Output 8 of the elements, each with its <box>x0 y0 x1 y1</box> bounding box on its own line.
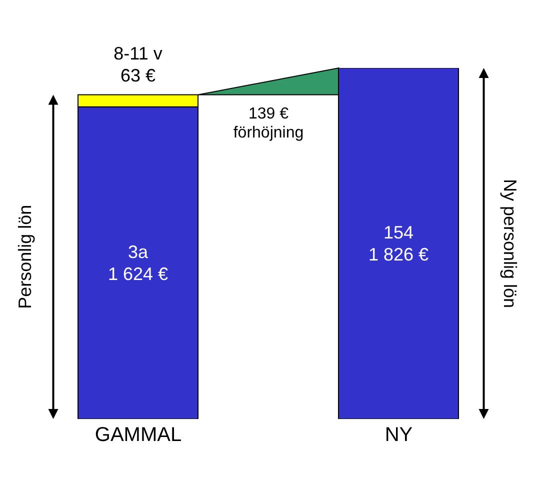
data-label: 8-11 v 63 € <box>114 44 162 86</box>
y2-axis-title: Ny personlig lön <box>500 178 520 308</box>
x-tick-label: GAMMAL <box>94 424 182 446</box>
x-tick-label: NY <box>384 424 413 446</box>
data-label: 154 1 826 € <box>368 222 429 264</box>
y-axis-title: Personlig lön <box>15 204 36 309</box>
data-label: 3a 1 624 € <box>108 242 168 284</box>
annotation: 139 € förhöjning <box>233 106 304 142</box>
